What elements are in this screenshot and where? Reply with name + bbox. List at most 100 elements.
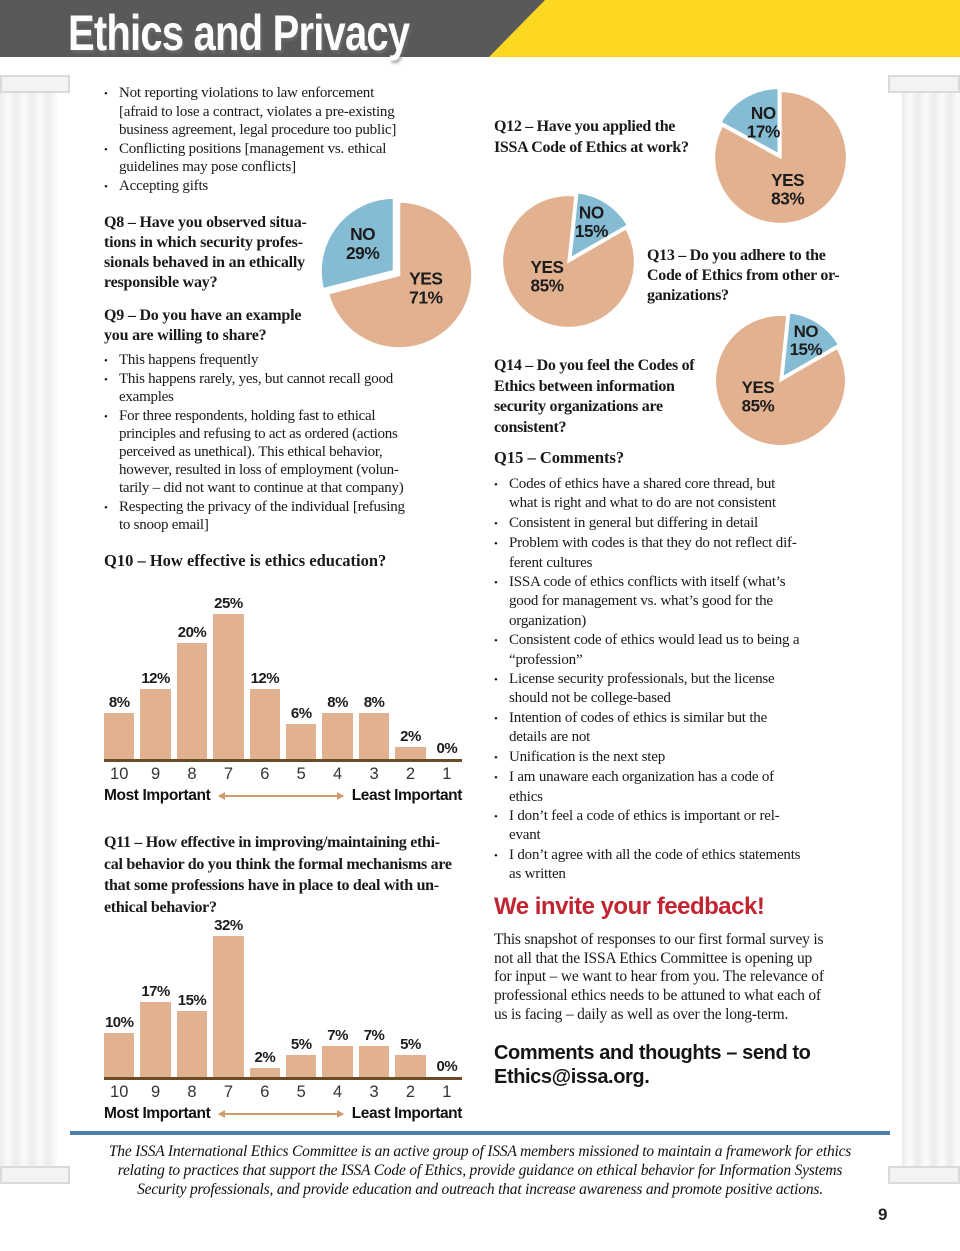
- axis-tick: 6: [260, 1082, 270, 1101]
- page-header-banner: [0, 0, 960, 57]
- bar-cell: 32%: [213, 917, 244, 1077]
- bar: [104, 1033, 135, 1077]
- q8-heading: Q8 – Have you observed situa- tions in w…: [104, 214, 307, 291]
- bar: [358, 713, 390, 759]
- axis-tick: 2: [405, 764, 416, 783]
- bullet-text: I am unaware each organization has a cod…: [509, 769, 774, 805]
- bar-cell: 15%: [176, 992, 208, 1077]
- pie-slice-no: [781, 311, 841, 380]
- footer-mission-text: The ISSA International Ethics Committee …: [108, 1143, 852, 1198]
- q12-pie-chart: YES 83% NO 17%: [709, 86, 852, 229]
- bar-value-label: 7%: [363, 1027, 385, 1044]
- bar-value-label: 0%: [436, 1058, 458, 1075]
- bullet-text: Problem with codes is that they do not r…: [509, 535, 797, 571]
- bar-cell: 0%: [432, 1058, 462, 1077]
- bullet-icon: •: [494, 517, 498, 530]
- bars-row: 10% 17% 15% 32% 2% 5% 7% 7% 5% 0%: [104, 914, 462, 1077]
- footer-rule: [70, 1131, 890, 1135]
- bars-row: 8% 12% 20% 25% 12% 6% 8% 8% 2% 0%: [104, 592, 462, 759]
- bar: [176, 1011, 208, 1077]
- axis-legend: Most Important Least Important: [104, 787, 462, 805]
- list-item: • Accepting gifts: [104, 177, 480, 197]
- ticks-row: 10 9 8 7 6 5 4 3 2 1: [104, 1083, 462, 1102]
- bullet-icon: •: [494, 538, 498, 551]
- bullet-text: I don’t agree with all the code of ethic…: [509, 846, 801, 883]
- left-pillar-shaft: [0, 93, 57, 1166]
- bullet-text: Not reporting violations to law enforcem…: [119, 85, 397, 139]
- right-pillar-base: [888, 1166, 960, 1184]
- axis-legend: Most Important Least Important: [104, 1105, 462, 1123]
- ethics-issues-list: • Not reporting violations to law enforce…: [104, 84, 480, 197]
- pie-slice-no: [718, 86, 780, 157]
- list-item: • Consistent code of ethics would lead us…: [494, 631, 880, 670]
- list-item: • I don’t feel a code of ethics is import…: [494, 807, 880, 846]
- bullet-text: Codes of ethics have a shared core threa…: [509, 476, 776, 512]
- bar: [176, 643, 208, 759]
- bullet-text: ISSA code of ethics conflicts with itsel…: [509, 574, 786, 629]
- pie-slice-yes: [712, 89, 849, 226]
- axis-label-least-important: Least Important: [351, 1104, 463, 1122]
- bullet-icon: •: [104, 355, 108, 367]
- bar-value-label: 8%: [108, 694, 130, 711]
- axis-tick: 5: [296, 1082, 306, 1101]
- bar-value-label: 7%: [327, 1027, 348, 1044]
- axis-tick: 9: [151, 1082, 161, 1101]
- pie-slice-yes: [500, 193, 637, 330]
- bar-value-label: 12%: [141, 670, 170, 687]
- axis-label-most-important: Most Important: [104, 786, 211, 804]
- bullet-text: Consistent code of ethics would lead us …: [509, 632, 800, 668]
- q14-heading: Q14 – Do you feel the Codes of Ethics be…: [494, 357, 695, 436]
- bar: [140, 689, 171, 759]
- bullet-text: I don’t feel a code of ethics is importa…: [509, 807, 780, 844]
- list-item: • Conflicting positions [management vs. e…: [104, 140, 480, 177]
- bar-cell: 8%: [104, 694, 135, 759]
- double-arrow-icon: [218, 1109, 345, 1118]
- bar-cell: 7%: [358, 1027, 390, 1077]
- pie-label-yes: YES 83%: [771, 170, 804, 209]
- bar-cell: 8%: [322, 694, 353, 759]
- pie-slice-no: [569, 191, 630, 261]
- bar-value-label: 5%: [400, 1036, 421, 1053]
- bar-value-label: 5%: [290, 1036, 312, 1053]
- bullet-text: Intention of codes of ethics is similar …: [509, 709, 768, 746]
- bar: [249, 1068, 281, 1077]
- q9-heading: Q9 – Do you have an example you are will…: [104, 307, 302, 344]
- pie-label-no: NO 15%: [790, 322, 823, 359]
- bullet-icon: •: [494, 479, 498, 491]
- bar-cell: 12%: [249, 670, 281, 759]
- bullet-icon: •: [494, 712, 498, 725]
- list-item: • Not reporting violations to law enforce…: [104, 84, 480, 140]
- x-axis-line: [104, 1077, 462, 1080]
- bar-cell: 6%: [286, 705, 317, 759]
- list-item: • For three respondents, holding fast to …: [104, 407, 488, 498]
- feedback-paragraph: This snapshot of responses to our first …: [494, 931, 824, 1023]
- axis-tick: 8: [187, 1082, 197, 1101]
- list-item: • This happens frequently: [104, 351, 488, 370]
- list-item: • ISSA code of ethics conflicts with itse…: [494, 573, 880, 631]
- axis-tick: 9: [151, 764, 161, 783]
- bar: [286, 1055, 317, 1077]
- bar-cell: 10%: [104, 1014, 135, 1077]
- bullet-icon: •: [104, 88, 108, 100]
- list-item: • Problem with codes is that they do not …: [494, 534, 880, 573]
- q13-pie-chart: NO 15% YES 85%: [497, 190, 640, 333]
- bar-cell: 5%: [395, 1036, 426, 1077]
- bar-value-label: 2%: [254, 1049, 276, 1066]
- bullet-text: Respecting the privacy of the individual…: [119, 498, 405, 533]
- axis-tick: 3: [369, 764, 379, 783]
- bar-value-label: 25%: [214, 595, 243, 612]
- list-item: • License security professionals, but the…: [494, 670, 880, 709]
- axis-tick: 10: [110, 764, 129, 783]
- ticks-row: 10 9 8 7 6 5 4 3 2 1: [104, 765, 462, 784]
- list-item: • Codes of ethics have a shared core thre…: [494, 475, 880, 514]
- bar-cell: 12%: [140, 670, 171, 759]
- axis-tick: 6: [260, 764, 270, 783]
- bullet-icon: •: [104, 180, 108, 193]
- pie-label-no: NO 29%: [346, 224, 379, 263]
- bullet-text: Unification is the next step: [509, 748, 666, 765]
- axis-tick: 2: [405, 1082, 416, 1101]
- list-item: • This happens rarely, yes, but cannot re…: [104, 370, 488, 406]
- bar-value-label: 8%: [327, 694, 348, 711]
- bar-cell: 7%: [322, 1027, 353, 1077]
